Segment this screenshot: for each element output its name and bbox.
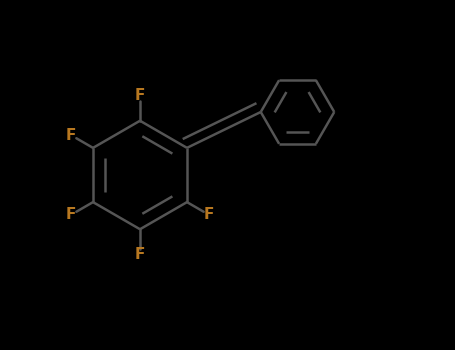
- Text: F: F: [204, 208, 214, 222]
- Text: F: F: [135, 247, 145, 262]
- Text: F: F: [66, 128, 76, 142]
- Text: F: F: [66, 208, 76, 222]
- Text: F: F: [135, 88, 145, 103]
